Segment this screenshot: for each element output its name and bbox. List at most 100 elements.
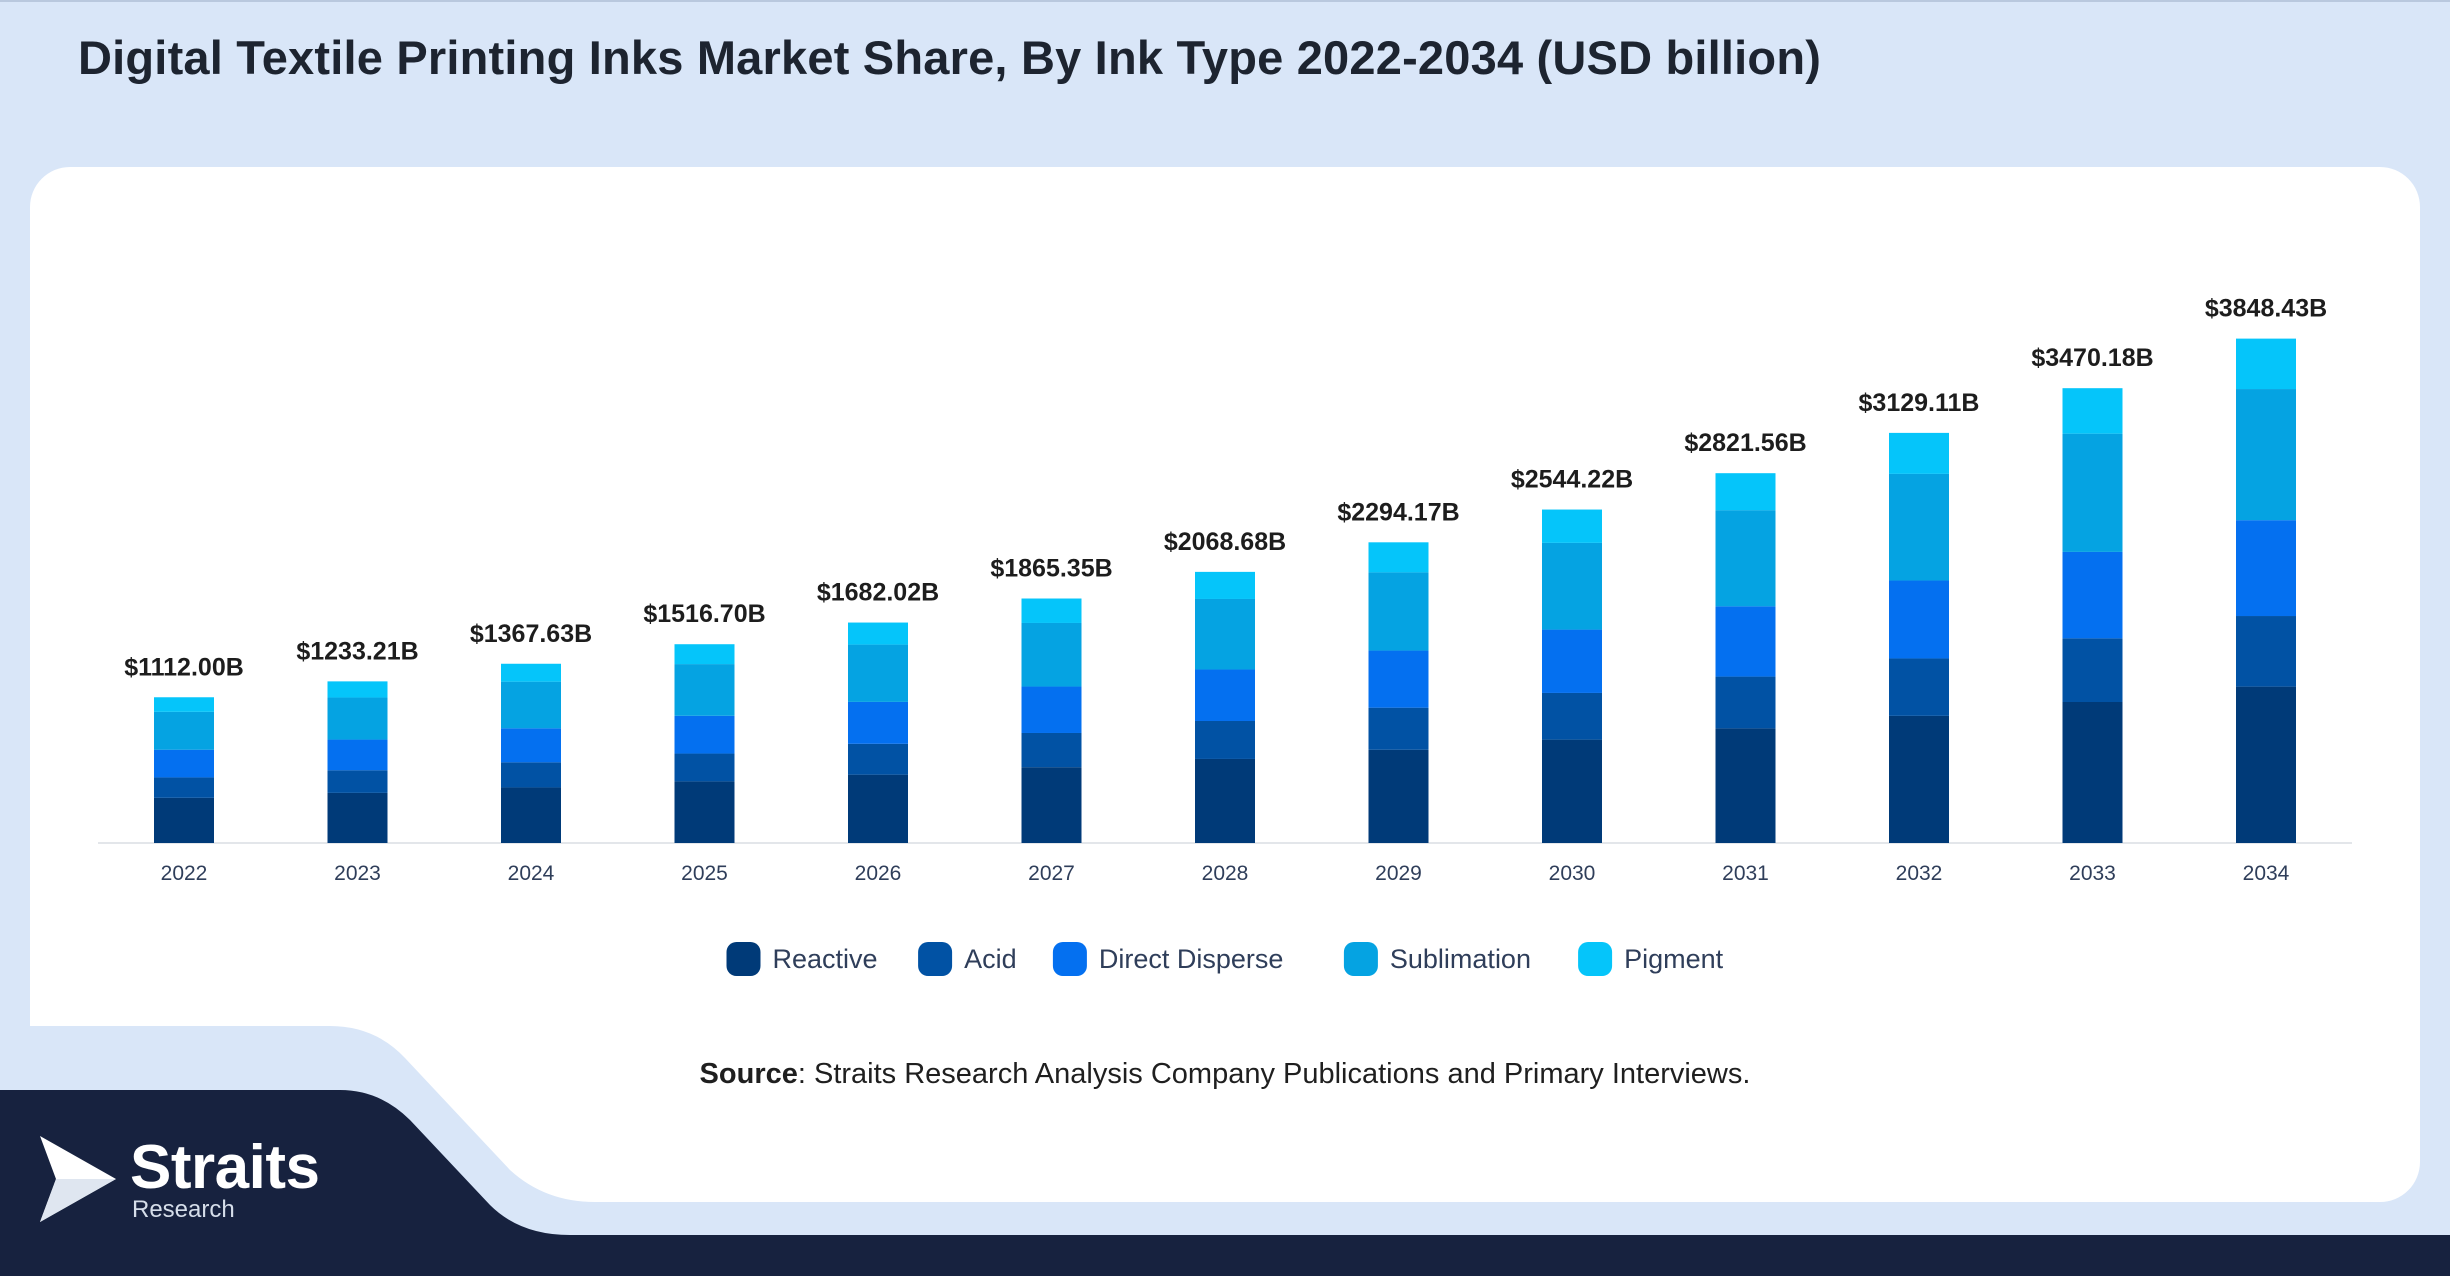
- x-tick-label-2033: 2033: [2069, 862, 2116, 885]
- bar-sublimation-2028: [1195, 598, 1255, 670]
- bar-reactive-2031: [1715, 728, 1776, 843]
- bar-acid-2030: [1542, 692, 1602, 740]
- total-label-2030: $2544.22B: [1511, 466, 1633, 494]
- chart: $1112.00B 2022 $1233.21B 2023 $1367.63B 2024 $…: [98, 295, 2352, 976]
- bar-pigment-2033: [2062, 388, 2123, 434]
- total-label-2031: $2821.56B: [1684, 429, 1806, 457]
- legend-label-pigment: Pigment: [1624, 944, 1724, 974]
- bar-sublimation-2023: [327, 697, 388, 740]
- legend-swatch-pigment: [1578, 942, 1613, 976]
- bar-pigment-2030: [1542, 509, 1602, 543]
- bar-sublimation-2027: [1021, 622, 1082, 687]
- x-tick-label-2024: 2024: [508, 862, 555, 885]
- bar-pigment-2027: [1021, 598, 1082, 623]
- bar-acid-2022: [154, 777, 214, 798]
- bar-sublimation-2030: [1542, 542, 1602, 630]
- legend-label-direct-disperse: Direct Disperse: [1099, 944, 1284, 974]
- total-label-2024: $1367.63B: [470, 620, 592, 648]
- bar-reactive-2030: [1542, 739, 1602, 843]
- bar-direct-disperse-2034: [2236, 520, 2296, 617]
- logo-subtitle: Research: [132, 1196, 235, 1223]
- bar-reactive-2027: [1021, 767, 1082, 843]
- bar-acid-2029: [1368, 707, 1429, 750]
- legend-label-acid: Acid: [964, 944, 1017, 974]
- bar-reactive-2029: [1368, 749, 1429, 843]
- bar-direct-disperse-2025: [674, 715, 735, 754]
- bar-pigment-2026: [848, 622, 908, 645]
- bar-reactive-2025: [674, 781, 735, 843]
- bar-pigment-2034: [2236, 338, 2296, 390]
- bar-reactive-2034: [2236, 686, 2296, 843]
- logo-arrow-icon: [40, 1136, 116, 1222]
- total-label-2027: $1865.35B: [990, 555, 1112, 583]
- total-label-2033: $3470.18B: [2031, 344, 2153, 372]
- legend-swatch-direct-disperse: [1052, 942, 1087, 976]
- legend-swatch-reactive: [726, 942, 761, 976]
- bar-direct-disperse-2027: [1021, 686, 1082, 733]
- bar-direct-disperse-2026: [848, 701, 908, 744]
- bar-sublimation-2024: [501, 681, 561, 729]
- total-label-2029: $2294.17B: [1337, 498, 1459, 526]
- bar-direct-disperse-2022: [154, 749, 214, 778]
- bar-acid-2025: [674, 753, 735, 782]
- x-tick-label-2025: 2025: [681, 862, 728, 885]
- bar-acid-2034: [2236, 616, 2296, 687]
- x-tick-label-2027: 2027: [1028, 862, 1075, 885]
- x-tick-label-2034: 2034: [2243, 862, 2290, 885]
- total-label-2028: $2068.68B: [1164, 528, 1286, 556]
- bar-direct-disperse-2029: [1368, 650, 1429, 708]
- bar-sublimation-2029: [1368, 572, 1429, 651]
- bar-reactive-2028: [1195, 758, 1255, 843]
- bar-reactive-2032: [1889, 715, 1949, 843]
- page-title: Digital Textile Printing Inks Market Sha…: [78, 31, 1822, 84]
- bar-pigment-2022: [154, 697, 214, 712]
- bar-direct-disperse-2028: [1195, 669, 1255, 721]
- bar-sublimation-2031: [1715, 510, 1776, 607]
- bar-pigment-2031: [1715, 473, 1776, 511]
- total-label-2034: $3848.43B: [2205, 295, 2327, 323]
- bar-sublimation-2026: [848, 644, 908, 702]
- bar-acid-2026: [848, 743, 908, 775]
- straits-logo[interactable]: Straits Research: [38, 1128, 358, 1228]
- bar-acid-2023: [327, 770, 388, 793]
- logo-name: Straits: [130, 1133, 320, 1202]
- bar-sublimation-2025: [674, 664, 735, 716]
- bar-acid-2032: [1889, 658, 1949, 716]
- legend-label-sublimation: Sublimation: [1390, 944, 1531, 974]
- x-tick-label-2029: 2029: [1375, 862, 1422, 885]
- bar-acid-2028: [1195, 720, 1255, 759]
- bar-reactive-2023: [327, 792, 388, 843]
- chart-card: $1112.00B 2022 $1233.21B 2023 $1367.63B 2024 $…: [30, 167, 2420, 1202]
- bar-reactive-2024: [501, 787, 561, 843]
- bar-sublimation-2033: [2062, 433, 2123, 552]
- x-tick-label-2030: 2030: [1549, 862, 1596, 885]
- x-tick-label-2026: 2026: [855, 862, 902, 885]
- bar-direct-disperse-2024: [501, 728, 561, 763]
- bar-acid-2033: [2062, 638, 2123, 703]
- x-tick-label-2022: 2022: [161, 862, 208, 885]
- bar-reactive-2033: [2062, 702, 2123, 843]
- x-tick-label-2028: 2028: [1202, 862, 1249, 885]
- x-tick-label-2023: 2023: [334, 862, 381, 885]
- total-label-2023: $1233.21B: [296, 637, 418, 665]
- bar-acid-2027: [1021, 732, 1082, 768]
- bar-direct-disperse-2033: [2062, 551, 2123, 639]
- bar-sublimation-2032: [1889, 473, 1949, 581]
- total-label-2032: $3129.11B: [1859, 389, 1980, 417]
- bar-acid-2031: [1715, 676, 1776, 729]
- bar-direct-disperse-2032: [1889, 580, 1949, 659]
- source-line: Source: Straits Research Analysis Compan…: [0, 1058, 2450, 1091]
- bar-reactive-2022: [154, 797, 214, 843]
- bar-pigment-2029: [1368, 542, 1429, 573]
- bar-pigment-2025: [674, 644, 735, 665]
- bar-reactive-2026: [848, 774, 908, 843]
- legend-swatch-acid: [918, 942, 953, 976]
- top-rule: [0, 0, 2450, 2]
- total-label-2025: $1516.70B: [643, 600, 765, 628]
- bar-direct-disperse-2031: [1715, 606, 1776, 677]
- legend-label-reactive: Reactive: [773, 944, 878, 974]
- bar-pigment-2028: [1195, 571, 1255, 599]
- total-label-2022: $1112.00B: [124, 653, 244, 681]
- bar-pigment-2023: [327, 681, 388, 698]
